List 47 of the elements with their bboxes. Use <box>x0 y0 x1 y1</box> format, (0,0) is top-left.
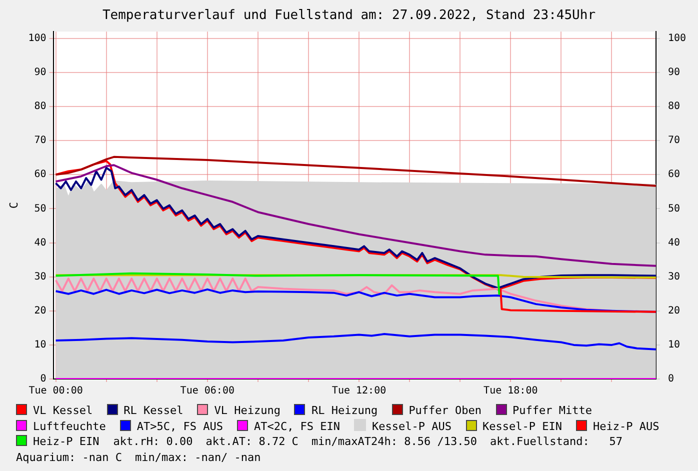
y2-tick-label: 20 <box>668 305 680 316</box>
y2-tick-label: 100 <box>668 33 686 44</box>
y-tick-label: 90 <box>34 67 46 78</box>
y-tick-label: 60 <box>34 169 46 180</box>
legend-label: Heiz-P EIN <box>32 434 100 450</box>
x-tick-label: Tue 06:00 <box>180 386 234 397</box>
text: min/maxAT24h: 8.56 /13.50 <box>311 434 478 450</box>
x-tick-label: Tue 12:00 <box>332 386 386 397</box>
legend-label: RL Heizung <box>310 403 378 418</box>
y-tick-label: 80 <box>34 101 46 112</box>
text: akt.AT: 8.72 C <box>206 434 298 450</box>
y2-tick-label: 30 <box>668 271 680 282</box>
y2-tick-label: 80 <box>668 101 680 112</box>
y-tick-label: 40 <box>34 237 46 248</box>
text: akt.rH: 0.00 <box>113 434 193 450</box>
y2-tick-label: 50 <box>668 203 680 214</box>
y-tick-label: 30 <box>34 271 46 282</box>
y2-tick-label: 90 <box>668 67 680 78</box>
y-tick-label: 100 <box>28 33 46 44</box>
text: Aquarium: -nan C <box>16 450 122 465</box>
legend-label: VL Heizung <box>213 403 280 418</box>
y-axis-title: C <box>7 202 20 209</box>
y2-tick-label: 40 <box>668 237 680 248</box>
x-tick-label: Tue 00:00 <box>28 386 83 397</box>
x-tick-label: Tue 18:00 <box>484 386 538 397</box>
legend-label: Puffer Mitte <box>512 403 592 418</box>
legend-label: AT>5C, FS AUS <box>136 418 223 434</box>
legend-label: Kessel-P EIN <box>482 418 562 434</box>
text: akt.Fuellstand: 57 <box>490 434 622 450</box>
chart-title: Temperaturverlauf und Fuellstand am: 27.09.2022, Stand 23:45Uhr <box>102 8 596 24</box>
y2-tick-label: 70 <box>668 135 680 146</box>
legend-label: RL Kessel <box>122 403 184 418</box>
y2-tick-label: 60 <box>668 169 680 180</box>
legend-label: VL Kessel <box>32 403 93 418</box>
legend-label: AT<2C, FS EIN <box>252 418 340 434</box>
y2-tick-label: 0 <box>668 374 674 385</box>
legend-label: Puffer Oben <box>408 403 482 418</box>
y2-tick-label: 10 <box>668 340 680 351</box>
y-tick-label: 50 <box>34 203 46 214</box>
legend-label: Luftfeuchte <box>32 418 106 434</box>
legend-label: Kessel-P AUS <box>371 418 452 434</box>
y-tick-label: 10 <box>34 340 46 351</box>
y-tick-label: 0 <box>40 374 46 385</box>
y-tick-label: 70 <box>34 135 46 146</box>
legend-label: Heiz-P AUS <box>592 418 660 434</box>
y-tick-label: 20 <box>34 305 46 316</box>
text: min/max: -nan/ -nan <box>134 450 261 465</box>
